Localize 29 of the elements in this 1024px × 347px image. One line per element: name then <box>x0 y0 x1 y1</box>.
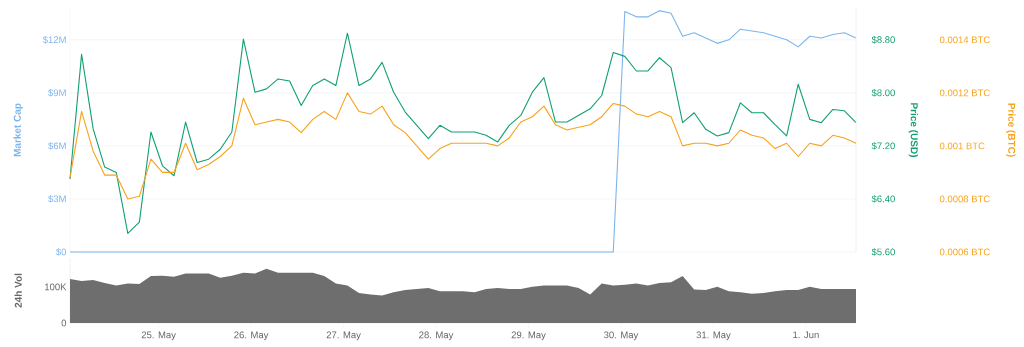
y2-tick-label: $7.20 <box>871 142 895 150</box>
y3-axis-title: Price (BTC) <box>1006 103 1016 157</box>
x-tick-label: 27. May <box>326 331 361 341</box>
y3-tick-label: 0.0014 BTC <box>939 36 990 44</box>
y2-tick-label: $6.40 <box>871 195 895 203</box>
y-tick-label: 100K <box>45 283 67 291</box>
y-tick-label: $0 <box>56 248 67 256</box>
x-tick-label: 26. May <box>234 331 269 341</box>
y-tick-label: $12M <box>42 35 66 44</box>
y2-tick-label: $5.60 <box>871 248 895 256</box>
x-tick-label: 1. Jun <box>793 331 819 339</box>
y-axis-title: Market Cap <box>13 103 23 157</box>
y2-tick-label: $8.00 <box>871 89 895 97</box>
y3-tick-label: 0.0012 BTC <box>939 89 990 97</box>
y2-tick-label: $8.80 <box>871 35 895 44</box>
y-axis-title: 24h Vol <box>14 273 22 308</box>
x-tick-label: 25. May <box>141 331 176 341</box>
y2-axis-title: Price (USD) <box>908 103 919 157</box>
x-tick-label: 29. May <box>511 331 546 341</box>
y-tick-label: $9M <box>48 89 66 97</box>
x-tick-label: 28. May <box>419 331 454 341</box>
x-tick-label: 31. May <box>696 331 731 341</box>
y-tick-label: $6M <box>48 142 66 150</box>
x-tick-label: 30. May <box>604 331 639 341</box>
y-tick-label: $3M <box>48 195 66 203</box>
y3-tick-label: 0.001 BTC <box>939 142 985 150</box>
y3-tick-label: 0.0008 BTC <box>939 195 990 203</box>
y3-tick-label: 0.0006 BTC <box>939 248 990 256</box>
y-tick-label: 0 <box>61 319 67 327</box>
